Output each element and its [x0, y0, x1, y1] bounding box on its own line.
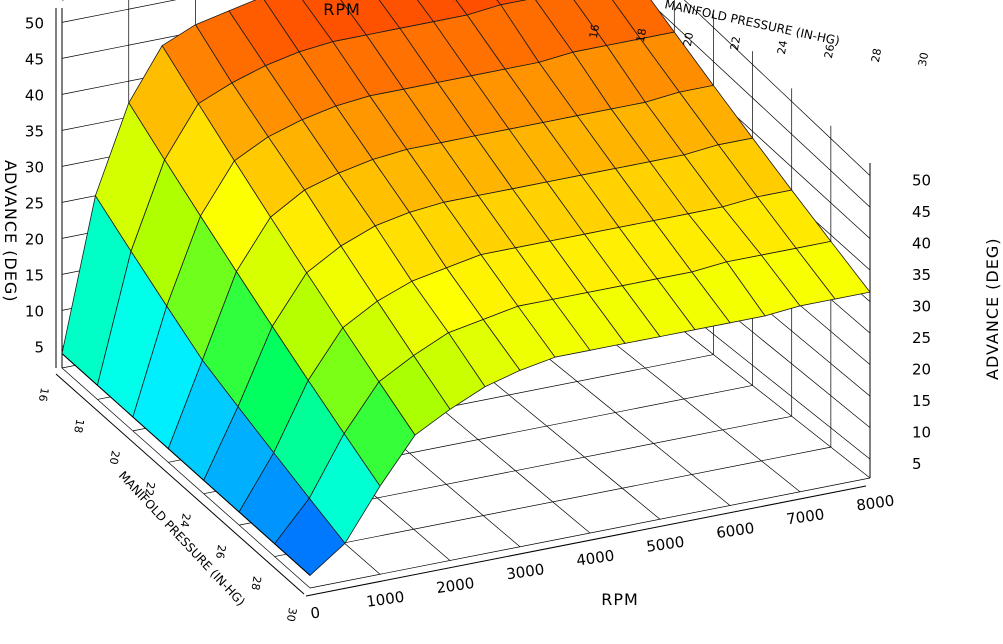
rpm-tick-label-bottom: 3000	[505, 560, 545, 583]
advance-tick-label-left: 15	[25, 266, 44, 284]
rpm-tick-label-bottom: 7000	[785, 505, 825, 528]
advance-tick-label-left: 5	[34, 338, 44, 356]
manifold-pressure-tick-label-top: 20	[681, 31, 696, 47]
right-wall-gridline	[683, 0, 871, 176]
advance-tick-label-right: 15	[912, 392, 931, 410]
manifold-pressure-tick-label-top: 22	[728, 35, 743, 51]
advance-tick-label-left: 25	[25, 194, 44, 212]
advance-tick-label-left: 40	[25, 86, 44, 104]
manifold-pressure-tick-label-top: 30	[916, 51, 931, 67]
surface-edge	[61, 353, 311, 576]
advance-tick-label-left: 10	[25, 302, 44, 320]
advance-tick-label-left: 30	[25, 158, 44, 176]
floor-gridline	[309, 477, 871, 589]
rpm-tick-label-bottom: 4000	[575, 546, 615, 569]
left-mp-axis-line	[55, 373, 305, 595]
rpm-axis-title-top: RPM	[323, 0, 361, 19]
advance-tick-label-right: 40	[912, 235, 931, 253]
manifold-pressure-tick-label-left: 20	[107, 449, 122, 465]
advance-tick-label-left: 20	[25, 230, 44, 248]
manifold-pressure-tick-label-left: 28	[248, 575, 263, 591]
rpm-tick-label-bottom: 0	[309, 603, 321, 622]
floor-gridline	[274, 446, 831, 557]
manifold-pressure-tick-label-top: 24	[775, 39, 790, 55]
advance-tick-label-right: 30	[912, 298, 931, 316]
rpm-axis-title-bottom: RPM	[601, 590, 639, 609]
rpm-tick-label-bottom: 5000	[645, 533, 685, 556]
tick-labels: 0100020003000400050006000700080000100020…	[25, 14, 931, 623]
rpm-tick-label-bottom: 1000	[365, 588, 405, 611]
advance-tick-label-right: 20	[912, 361, 931, 379]
advance-tick-label-right: 25	[912, 329, 931, 347]
advance-tick-label-right: 45	[912, 203, 931, 221]
manifold-pressure-tick-label-left: 22	[142, 481, 157, 497]
advance-axis-title-left: ADVANCE (DEG)	[1, 160, 20, 303]
manifold-pressure-tick-label-left: 16	[36, 387, 51, 403]
advance-tick-label-right: 50	[912, 172, 931, 190]
manifold-pressure-tick-label-top: 28	[869, 47, 884, 63]
manifold-pressure-tick-label-left: 26	[213, 544, 228, 560]
floor-gridline	[61, 367, 311, 589]
manifold-pressure-tick-label-top: 18	[634, 27, 649, 43]
advance-tick-label-right: 5	[912, 455, 922, 473]
rpm-tick-label-bottom: 2000	[435, 574, 475, 597]
advance-tick-label-left: 35	[25, 122, 44, 140]
advance-tick-label-left: 45	[25, 50, 44, 68]
advance-tick-label-left: 50	[25, 14, 44, 32]
surface-mesh	[61, 0, 871, 576]
bottom-rpm-axis-line	[305, 485, 867, 597]
manifold-pressure-tick-label-top: 26	[822, 43, 837, 59]
manifold-pressure-tick-label-left: 18	[71, 418, 86, 434]
right-wall-gridline	[646, 0, 871, 208]
rpm-tick-label-bottom: 6000	[715, 519, 755, 542]
manifold-pressure-tick-label-left: 30	[284, 607, 299, 623]
manifold-pressure-tick-label-top: 16	[587, 23, 602, 39]
manifold-pressure-tick-label-left: 24	[178, 512, 193, 528]
back-wall-gridline	[61, 0, 177, 23]
advance-tick-label-right: 35	[912, 266, 931, 284]
advance-tick-label-right: 10	[912, 424, 931, 442]
advance-axis-title-right: ADVANCE (DEG)	[983, 238, 1002, 381]
rpm-tick-label-bottom: 8000	[855, 491, 895, 514]
